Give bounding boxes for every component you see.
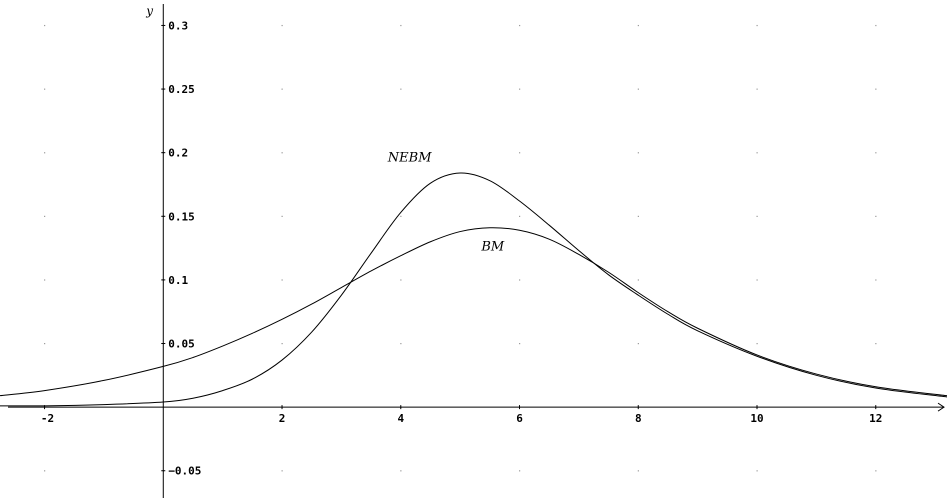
series-lines xyxy=(0,172,947,407)
grid-dot xyxy=(400,343,402,345)
y-tick-label: −0.05 xyxy=(168,465,201,478)
y-tick-label: 0.25 xyxy=(168,83,195,96)
grid-dot xyxy=(281,152,283,154)
y-tick-label: 0.1 xyxy=(168,274,188,287)
x-tick-label: -2 xyxy=(41,412,54,425)
x-axis-arrow-icon xyxy=(937,402,945,412)
curve-label-bm: BM xyxy=(480,240,505,255)
grid-dot xyxy=(281,24,283,27)
grid-dot xyxy=(281,470,283,472)
grid-dot xyxy=(400,470,402,472)
grid-dot xyxy=(637,470,639,472)
axes: y xyxy=(8,4,945,498)
grid-dot xyxy=(756,470,758,472)
grid-dot xyxy=(44,343,46,345)
grid-dot xyxy=(875,88,877,90)
series-line-bm xyxy=(0,227,947,397)
grid-dot xyxy=(875,152,877,154)
y-tick-label: 0.15 xyxy=(168,210,195,223)
grid-dot xyxy=(875,279,877,281)
grid-dot xyxy=(281,343,283,345)
grid-dot xyxy=(400,152,402,154)
grid-dot xyxy=(44,279,46,281)
grid-dot xyxy=(400,24,402,27)
x-tick-label: 4 xyxy=(397,412,404,425)
grid-dot xyxy=(519,215,521,217)
grid-dot xyxy=(756,152,758,154)
y-tick-label: 0.2 xyxy=(168,147,188,160)
grid-dot xyxy=(519,343,521,345)
curve-label-nebm: NEBM xyxy=(387,151,432,166)
grid-dot xyxy=(756,343,758,345)
grid-dot xyxy=(519,279,521,281)
grid-dot xyxy=(637,152,639,154)
grid-dot xyxy=(875,24,877,27)
x-tick-label: 10 xyxy=(750,412,763,425)
grid-dot xyxy=(756,88,758,90)
grid-dot xyxy=(637,279,639,281)
grid-dot xyxy=(281,215,283,217)
grid-dot xyxy=(400,279,402,281)
x-tick-label: 12 xyxy=(869,412,882,425)
curve-labels: NEBM BM xyxy=(387,151,505,255)
grid-dot xyxy=(44,215,46,217)
grid-dot xyxy=(519,152,521,154)
series-line-nebm xyxy=(0,172,947,407)
grid-dot xyxy=(756,279,758,281)
grid-dot xyxy=(637,88,639,90)
grid-dot xyxy=(637,24,639,27)
grid-dot xyxy=(44,88,46,90)
grid-dot xyxy=(519,88,521,90)
grid-dot xyxy=(44,470,46,472)
grid-dot xyxy=(875,470,877,472)
x-tick-label: 6 xyxy=(516,412,523,425)
grid-dot xyxy=(756,24,758,27)
grid-dot xyxy=(281,279,283,281)
grid-dot xyxy=(44,24,46,27)
x-tick-label: 8 xyxy=(635,412,642,425)
grid-dot xyxy=(400,215,402,217)
grid-dot xyxy=(756,215,758,217)
grid-dot xyxy=(281,88,283,90)
grid-dot xyxy=(519,24,521,27)
y-tick-label: 0.3 xyxy=(168,19,188,32)
y-tick-label: 0.05 xyxy=(168,338,195,351)
y-axis-title: y xyxy=(145,4,153,18)
x-tick-label: 2 xyxy=(279,412,286,425)
grid-dot xyxy=(637,343,639,345)
grid-dot xyxy=(44,152,46,154)
grid-dot xyxy=(875,343,877,345)
ticks: -2 2 4 6 8 10 12 −0.05 0.05 0.1 0.15 0.2 0.25 0.3 xyxy=(41,19,882,477)
grid-dot xyxy=(400,88,402,90)
grid-dot xyxy=(519,470,521,472)
grid-dot xyxy=(875,215,877,217)
grid-dot xyxy=(637,215,639,217)
